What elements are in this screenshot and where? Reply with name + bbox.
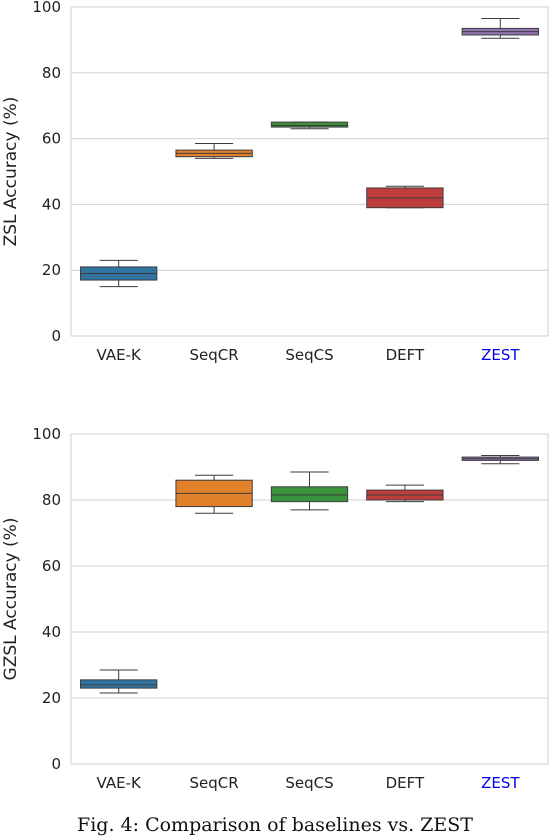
gzsl-accuracy-boxplot: 0 20 40 60 80 100 GZSL Accuracy (%) VAE-K SeqCR S…: [1, 425, 549, 792]
x-tick-label: VAE-K: [97, 774, 142, 792]
y-tick-label: 100: [32, 0, 61, 16]
y-axis-label: ZSL Accuracy (%): [1, 97, 21, 247]
y-tick-label: 20: [42, 689, 61, 707]
box-iqr: [270, 486, 349, 503]
x-tick-label: VAE-K: [97, 346, 142, 364]
x-tick-label: DEFT: [386, 346, 425, 364]
x-tick-label: ZEST: [481, 774, 520, 792]
y-tick-label: 100: [32, 425, 61, 443]
box-vae-k: [80, 669, 158, 694]
y-tick-label: 80: [42, 64, 61, 82]
box-seqcr: [175, 143, 253, 159]
y-tick-label: 40: [42, 195, 61, 213]
y-tick-label: 80: [42, 491, 61, 509]
box-deft: [366, 185, 444, 209]
figure-caption: Fig. 4: Comparison of baselines vs. ZEST: [77, 814, 473, 836]
y-tick-label: 40: [42, 623, 61, 641]
box-vae-k: [80, 259, 158, 288]
y-tick-label: 60: [42, 557, 61, 575]
box-seqcs: [270, 471, 349, 511]
box-seqcr: [175, 474, 253, 514]
zsl-accuracy-boxplot: 0 20 40 60 80 100 ZSL Accuracy (%) VAE-K SeqCR Se…: [1, 0, 549, 364]
x-tick-label: DEFT: [386, 774, 425, 792]
x-tick-label: SeqCS: [285, 346, 333, 364]
box-zest: [461, 454, 539, 465]
x-tick-label: ZEST: [481, 346, 520, 364]
box-iqr: [270, 121, 349, 128]
y-tick-label: 60: [42, 130, 61, 148]
x-tick-label: SeqCR: [190, 346, 239, 364]
y-tick-label: 20: [42, 261, 61, 279]
plot-frame: [70, 433, 549, 765]
y-axis-label: GZSL Accuracy (%): [1, 518, 21, 681]
y-tick-label: 0: [51, 327, 61, 345]
y-tick-label: 0: [51, 755, 61, 773]
box-seqcs: [270, 121, 349, 130]
x-tick-label: SeqCS: [285, 774, 333, 792]
x-tick-label: SeqCR: [190, 774, 239, 792]
box-iqr: [80, 679, 158, 689]
box-zest: [461, 18, 539, 39]
box-deft: [366, 484, 444, 503]
plot-frame: [70, 6, 549, 337]
